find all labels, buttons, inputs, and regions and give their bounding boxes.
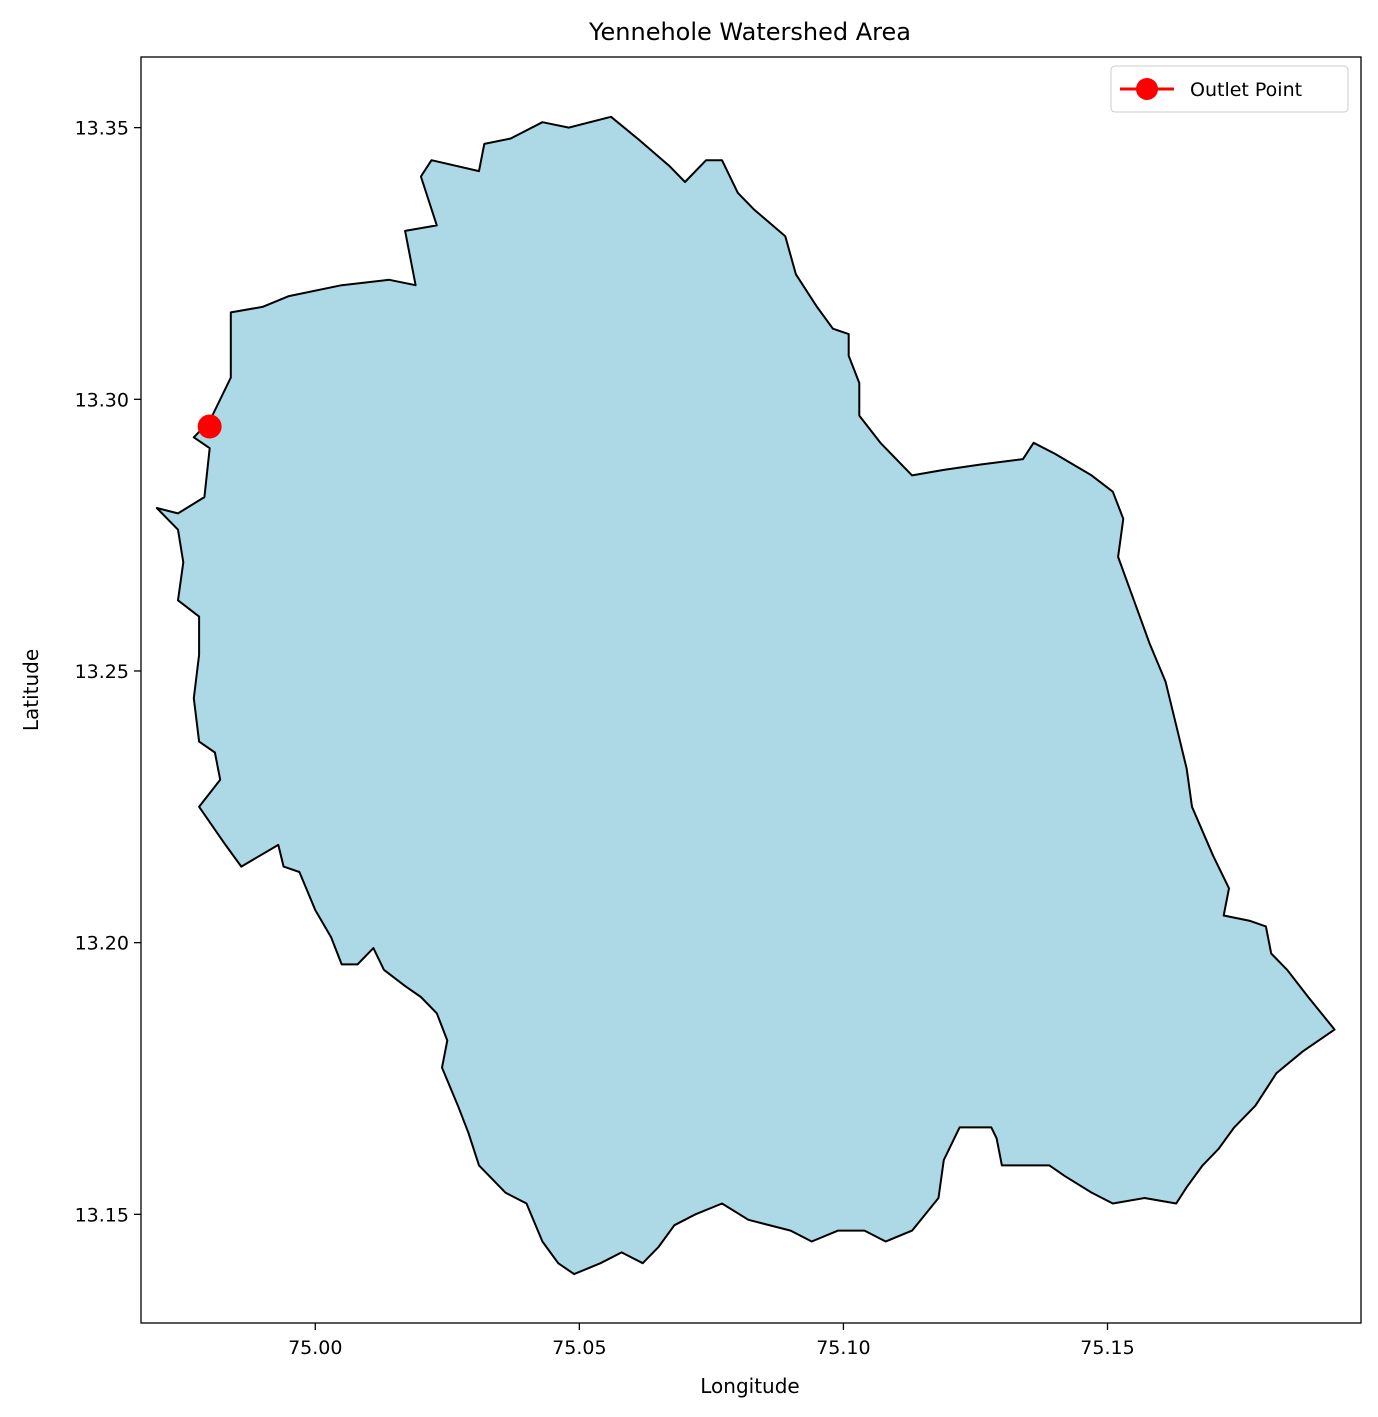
watershed-boundary <box>155 115 1336 1276</box>
y-tick-label: 13.15 <box>75 1204 129 1226</box>
y-tick-label: 13.30 <box>75 389 129 411</box>
x-tick-label: 75.05 <box>552 1337 606 1359</box>
map-title: Yennehole Watershed Area <box>588 18 911 46</box>
y-tick-label: 13.25 <box>75 661 129 683</box>
axes-frame <box>140 56 1362 1324</box>
legend-label-outlet: Outlet Point <box>1190 79 1302 101</box>
y-tick-label: 13.35 <box>75 118 129 140</box>
x-tick-label: 75.10 <box>816 1337 870 1359</box>
y-tick-label: 13.20 <box>75 933 129 955</box>
legend: Outlet Point <box>1110 65 1349 113</box>
x-axis-label: Longitude <box>700 1374 799 1398</box>
x-tick-label: 75.15 <box>1080 1337 1134 1359</box>
x-tick-label: 75.00 <box>288 1337 342 1359</box>
outlet-point-marker <box>197 414 222 439</box>
legend-box <box>1110 65 1349 113</box>
plot-area <box>140 56 1362 1324</box>
y-axis-ticks: 13.15 13.20 13.25 13.30 13.35 <box>75 118 141 1226</box>
y-axis-label: Latitude <box>19 649 43 731</box>
legend-marker <box>1136 78 1158 100</box>
x-axis-ticks: 75.00 75.05 75.10 75.15 <box>288 1323 1135 1359</box>
